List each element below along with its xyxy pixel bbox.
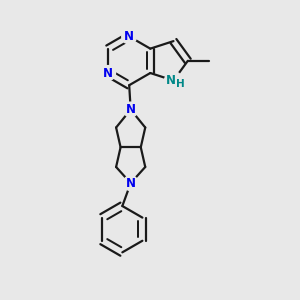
Circle shape bbox=[123, 176, 138, 190]
Text: N: N bbox=[126, 103, 136, 116]
Circle shape bbox=[101, 66, 116, 80]
Text: N: N bbox=[166, 74, 176, 87]
Text: N: N bbox=[124, 30, 134, 43]
Text: N: N bbox=[126, 177, 136, 190]
Circle shape bbox=[122, 29, 136, 44]
Circle shape bbox=[165, 72, 182, 89]
Text: N: N bbox=[103, 67, 113, 80]
Circle shape bbox=[123, 102, 138, 117]
Text: H: H bbox=[176, 79, 184, 88]
